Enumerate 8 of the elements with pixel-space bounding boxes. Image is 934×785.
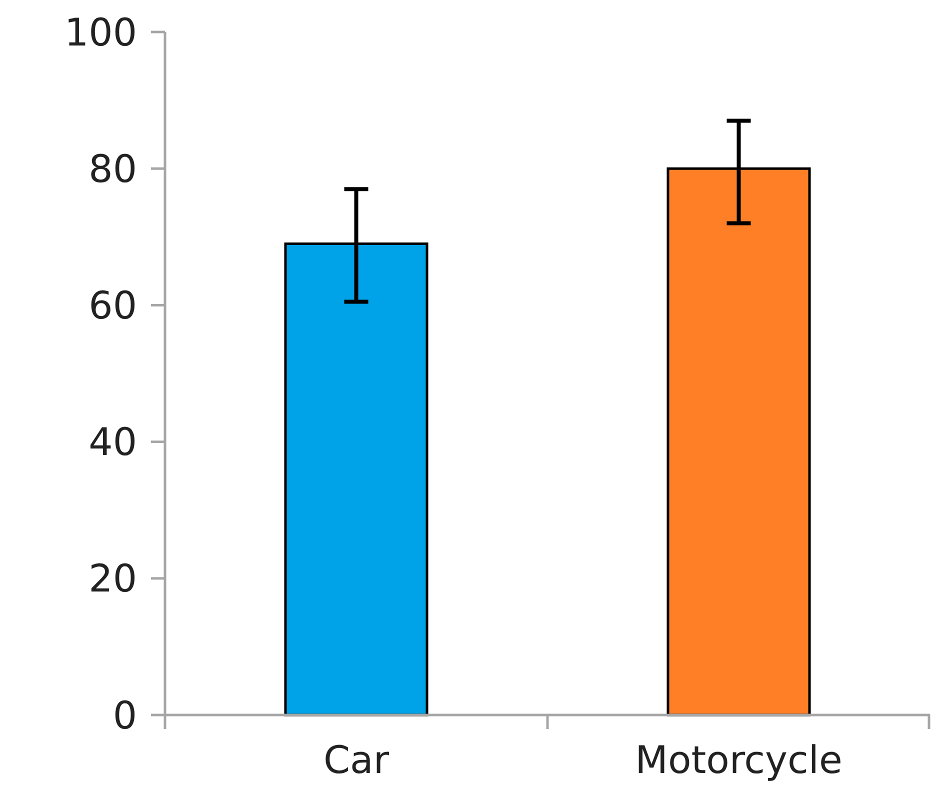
y-tick-label: 20 [88,556,137,601]
x-tick-label: Motorcycle [635,738,842,782]
y-tick-label: 40 [88,420,137,464]
y-tick-label: 0 [112,693,137,738]
x-tick-label: Car [324,738,390,782]
y-tick-label: 60 [88,284,137,328]
y-tick-label: 80 [88,146,137,191]
y-tick-label: 100 [64,10,137,54]
